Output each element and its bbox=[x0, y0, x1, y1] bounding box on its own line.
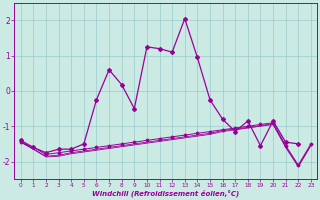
X-axis label: Windchill (Refroidissement éolien,°C): Windchill (Refroidissement éolien,°C) bbox=[92, 190, 239, 197]
